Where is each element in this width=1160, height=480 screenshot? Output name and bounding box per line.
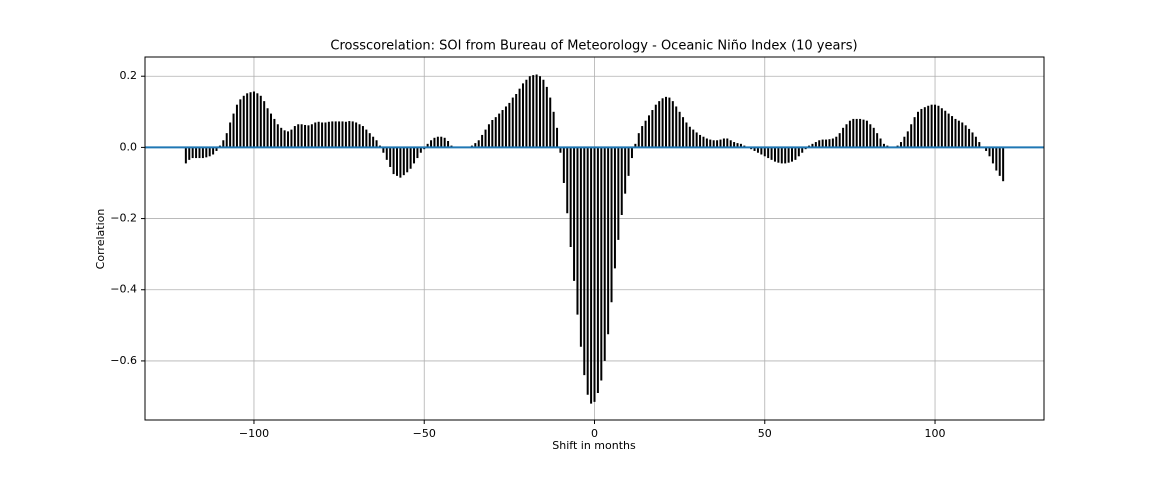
y-tick-label: −0.2: [110, 212, 137, 225]
y-tick-label: 0.2: [120, 69, 138, 82]
x-tick-label: 0: [591, 427, 598, 440]
chart-title: Crosscorelation: SOI from Bureau of Mete…: [330, 39, 857, 54]
x-tick-label: −100: [239, 427, 269, 440]
y-tick-label: −0.4: [110, 283, 137, 296]
x-tick-label: −50: [413, 427, 436, 440]
plot-frame: [144, 56, 1045, 421]
x-tick-label: 50: [758, 427, 772, 440]
y-tick-label: 0.0: [120, 140, 138, 153]
y-axis-label: Correlation: [94, 209, 107, 270]
x-axis-label: Shift in months: [552, 439, 636, 452]
y-tick-label: −0.6: [110, 354, 137, 367]
x-tick-label: 100: [925, 427, 946, 440]
